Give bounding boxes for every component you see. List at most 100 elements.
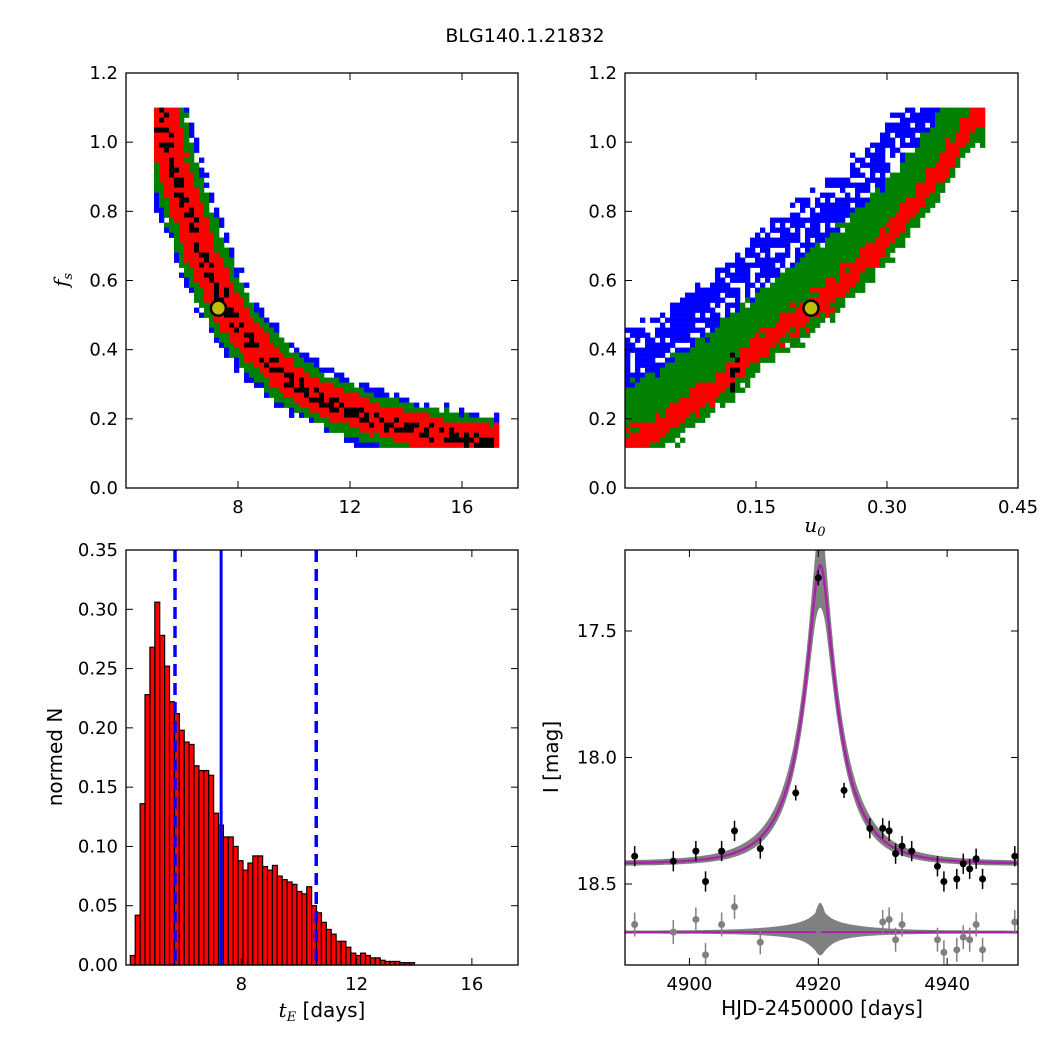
p2-heat-cell	[830, 207, 836, 213]
p1-heat-cell	[424, 407, 430, 413]
p1-heat-cell	[189, 192, 195, 198]
p1-heat-cell	[209, 232, 215, 238]
p1-heat-cell	[164, 117, 170, 123]
p2-heat-cell	[680, 347, 686, 353]
p2-heat-cell	[810, 207, 816, 213]
p2-heat-cell	[940, 172, 946, 178]
p2-heat-cell	[655, 402, 661, 408]
p1-heat-cell	[324, 407, 330, 413]
p2-heat-cell	[795, 287, 801, 293]
p1-heat-cell	[194, 247, 200, 253]
p2-heat-cell	[760, 272, 766, 278]
p1-heat-cell	[179, 217, 185, 223]
p2-heat-cell	[765, 307, 771, 313]
p1-heat-cell	[339, 377, 345, 383]
p2-heat-cell	[680, 332, 686, 338]
p2-heat-cell	[680, 387, 686, 393]
p1-heat-cell	[429, 427, 435, 433]
p2-heat-cell	[685, 407, 691, 413]
histogram-bar	[149, 646, 156, 966]
histogram-bar	[242, 869, 249, 966]
p2-heat-cell	[785, 292, 791, 298]
p2-heat-cell	[760, 282, 766, 288]
histogram-bar	[144, 694, 151, 966]
histogram-bar	[164, 665, 171, 966]
p2-heat-cell	[630, 427, 636, 433]
p2-heat-cell	[885, 142, 891, 148]
p1-heat-cell	[184, 157, 190, 163]
p2-heat-cell	[650, 342, 656, 348]
p2-heat-cell	[875, 197, 881, 203]
p2-heat-cell	[745, 317, 751, 323]
p1-heat-cell	[164, 222, 170, 228]
p2-heat-cell	[670, 362, 676, 368]
p1-heat-cell	[339, 387, 345, 393]
p2-heat-cell	[705, 362, 711, 368]
p2-heat-cell	[645, 362, 651, 368]
p2-heat-cell	[765, 352, 771, 358]
p2-heat-cell	[940, 177, 946, 183]
p2-heat-cell	[810, 217, 816, 223]
p2-heat-cell	[930, 167, 936, 173]
p1-heat-cell	[239, 312, 245, 318]
histogram-bar	[291, 883, 298, 966]
p1-heat-cell	[184, 242, 190, 248]
p2-heat-cell	[740, 262, 746, 268]
p2-heat-cell	[960, 127, 966, 133]
p1-heat-cell	[159, 142, 165, 148]
p1-heat-cell	[339, 412, 345, 418]
p1-heat-cell	[394, 407, 400, 413]
p1-heat-cell	[394, 427, 400, 433]
p2-heat-cell	[720, 357, 726, 363]
p2-heat-cell	[960, 117, 966, 123]
p1-heat-cell	[239, 297, 245, 303]
p2-heat-cell	[665, 362, 671, 368]
p2-heat-cell	[645, 422, 651, 428]
p2-heat-cell	[760, 247, 766, 253]
data-point	[692, 847, 700, 855]
p2-heat-cell	[640, 352, 646, 358]
p2-heat-cell	[760, 242, 766, 248]
p1-heat-cell	[444, 442, 450, 448]
p2-heat-cell	[730, 362, 736, 368]
data-point	[814, 574, 822, 582]
p2-heat-cell	[870, 242, 876, 248]
p2-heat-cell	[670, 332, 676, 338]
p2-heat-cell	[735, 267, 741, 273]
p1-heat-cell	[229, 337, 235, 343]
p1-heat-cell	[279, 367, 285, 373]
p2-heat-cell	[650, 412, 656, 418]
p2-heat-cell	[810, 252, 816, 258]
p2-heat-cell	[890, 192, 896, 198]
p1-heat-cell	[369, 392, 375, 398]
p1-heat-cell	[439, 422, 445, 428]
p2-heat-cell	[740, 332, 746, 338]
p2-heat-cell	[680, 297, 686, 303]
p2-heat-cell	[655, 382, 661, 388]
p2-heat-cell	[695, 302, 701, 308]
data-point	[756, 845, 764, 853]
p1-heat-cell	[294, 392, 300, 398]
p2-heat-cell	[940, 142, 946, 148]
p1-heat-cell	[169, 122, 175, 128]
p2-heat-cell	[765, 332, 771, 338]
p1-heat-cell	[179, 162, 185, 168]
p1-heat-cell	[209, 247, 215, 253]
p1-heat-cell	[289, 402, 295, 408]
p2-heat-cell	[870, 207, 876, 213]
p2-heat-cell	[885, 122, 891, 128]
p1-heat-cell	[189, 247, 195, 253]
p1-heat-cell	[359, 407, 365, 413]
p2-heat-cell	[940, 162, 946, 168]
p2-heat-cell	[930, 197, 936, 203]
p1-heat-cell	[294, 367, 300, 373]
p2-heat-cell	[630, 332, 636, 338]
p2-heat-cell	[805, 267, 811, 273]
p1-heat-cell	[204, 227, 210, 233]
p1-heat-cell	[184, 257, 190, 263]
p1-heat-cell	[184, 112, 190, 118]
p2-heat-cell	[685, 347, 691, 353]
p1-heat-cell	[159, 112, 165, 118]
p2-heat-cell	[865, 237, 871, 243]
p2-heat-cell	[860, 277, 866, 283]
